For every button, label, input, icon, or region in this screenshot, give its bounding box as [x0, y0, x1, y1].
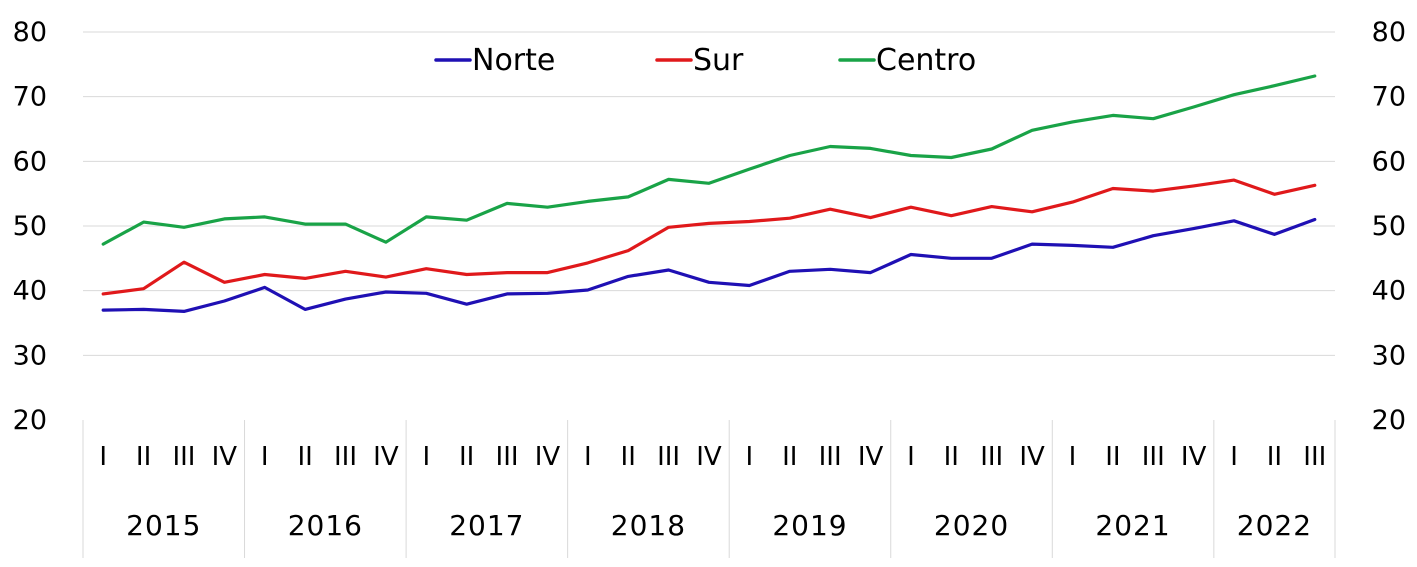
- quarter-label: IV: [535, 442, 561, 472]
- year-label-2016: 2016: [288, 509, 363, 542]
- quarter-label: II: [621, 442, 636, 472]
- quarter-label: III: [819, 442, 842, 472]
- series-line-norte: [101, 217, 1317, 313]
- quarter-label: II: [1267, 442, 1282, 472]
- y-tick-right-60: 60: [1372, 146, 1406, 177]
- quarter-label: III: [1303, 442, 1326, 472]
- year-label-2015: 2015: [126, 509, 201, 542]
- y-tick-right-30: 30: [1372, 340, 1406, 371]
- legend: Norte Sur Centro: [434, 43, 976, 78]
- quarter-label: II: [297, 442, 312, 472]
- quarter-label: I: [1069, 442, 1077, 472]
- quarter-label: III: [172, 442, 195, 472]
- legend-label-sur: Sur: [693, 43, 744, 78]
- year-label-2020: 2020: [934, 509, 1009, 542]
- year-label-2021: 2021: [1095, 509, 1170, 542]
- y-tick-right-50: 50: [1372, 211, 1406, 242]
- y-tick-left-20: 20: [13, 405, 47, 436]
- quarter-label: II: [136, 442, 151, 472]
- year-label-2018: 2018: [611, 509, 686, 542]
- legend-label-centro: Centro: [876, 43, 976, 78]
- quarter-label: IV: [696, 442, 722, 472]
- quarter-label: I: [907, 442, 915, 472]
- gridlines: [83, 31, 1335, 356]
- quarter-label: III: [496, 442, 519, 472]
- year-label-2019: 2019: [772, 509, 847, 542]
- year-label-2017: 2017: [449, 509, 524, 542]
- y-tick-right-70: 70: [1372, 82, 1406, 113]
- quarter-label: II: [1105, 442, 1120, 472]
- y-tick-right-20: 20: [1372, 405, 1406, 436]
- y-tick-left-60: 60: [13, 146, 47, 177]
- quarter-label: IV: [373, 442, 399, 472]
- y-tick-right-80: 80: [1372, 17, 1406, 48]
- y-tick-left-30: 30: [13, 340, 47, 371]
- quarter-label: I: [99, 442, 107, 472]
- quarter-label: III: [980, 442, 1003, 472]
- series-line-sur: [101, 178, 1317, 296]
- y-tick-left-80: 80: [13, 17, 47, 48]
- quarter-label: IV: [858, 442, 884, 472]
- y-tick-left-50: 50: [13, 211, 47, 242]
- quarter-label: I: [261, 442, 269, 472]
- y-tick-left-70: 70: [13, 82, 47, 113]
- quarter-label: I: [746, 442, 754, 472]
- quarter-label: IV: [1181, 442, 1207, 472]
- quarter-label: IV: [212, 442, 238, 472]
- y-tick-left-40: 40: [13, 276, 47, 307]
- quarter-label: III: [657, 442, 680, 472]
- year-label-2022: 2022: [1237, 509, 1312, 542]
- series-lines: [101, 74, 1317, 313]
- quarter-label: IV: [1019, 442, 1045, 472]
- quarter-label: I: [422, 442, 430, 472]
- quarter-label: II: [459, 442, 474, 472]
- right-y-axis: 20 30 40 50 60 70 80: [1372, 17, 1406, 436]
- series-line-centro: [101, 74, 1317, 246]
- left-y-axis: 20 30 40 50 60 70 80: [13, 17, 47, 436]
- quarter-label: II: [782, 442, 797, 472]
- quarter-label: III: [334, 442, 357, 472]
- quarter-label: I: [584, 442, 592, 472]
- quarter-label: III: [1142, 442, 1165, 472]
- legend-label-norte: Norte: [472, 43, 555, 78]
- quarter-label: II: [944, 442, 959, 472]
- quarter-label: I: [1230, 442, 1238, 472]
- y-tick-right-40: 40: [1372, 276, 1406, 307]
